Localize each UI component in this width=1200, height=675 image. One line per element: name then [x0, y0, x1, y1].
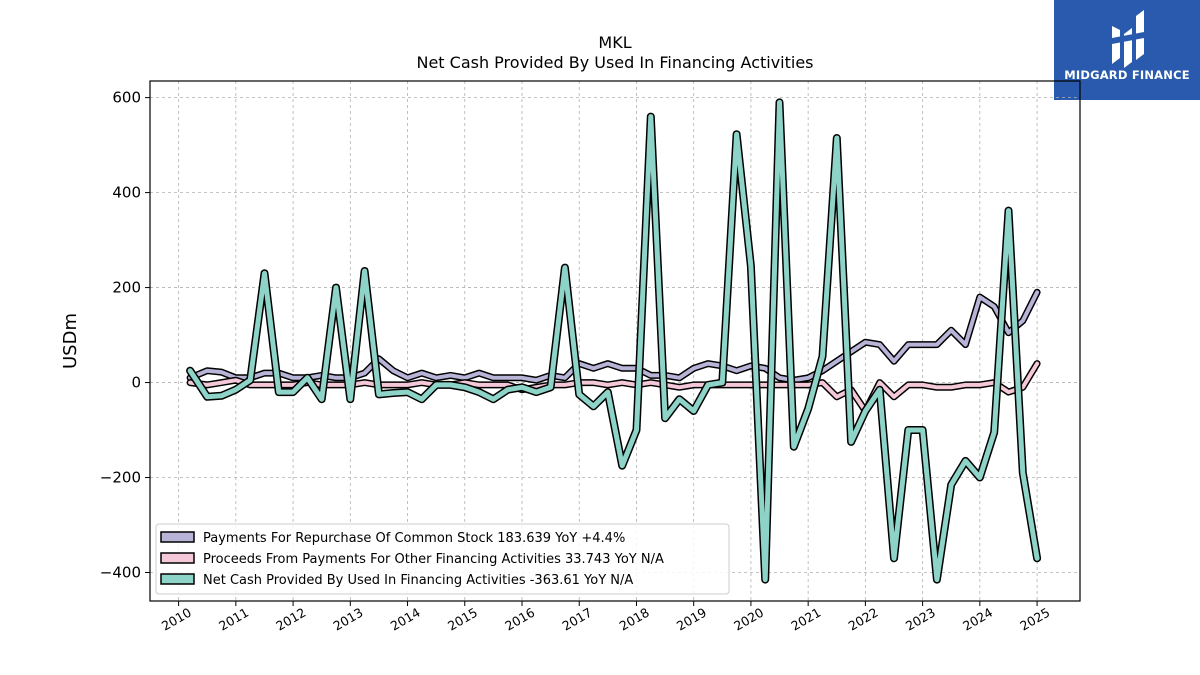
series-2: [186, 360, 1041, 415]
x-tick-label: 2020: [731, 605, 766, 634]
x-tick-label: 2014: [388, 605, 423, 634]
legend-frame: [155, 523, 730, 595]
legend-item: Payments For Repurchase Of Common Stock …: [160, 531, 625, 546]
series-1: [186, 288, 1041, 384]
x-tick-label: 2010: [159, 605, 194, 634]
series-line: [188, 290, 1040, 383]
series-lines: [186, 98, 1042, 584]
legend: Payments For Repurchase Of Common Stock …: [155, 523, 730, 595]
x-tick-label: 2021: [788, 605, 823, 634]
x-tick-label: 2016: [502, 605, 537, 634]
x-tick-label: 2017: [559, 605, 594, 634]
legend-label: Payments For Repurchase Of Common Stock …: [203, 531, 625, 546]
series-3: [186, 98, 1042, 584]
x-tick-label: 2012: [273, 605, 308, 634]
brand-logo: MIDGARD FINANCE: [1054, 0, 1200, 100]
y-tick-label: 600: [112, 89, 141, 107]
chart-title: Net Cash Provided By Used In Financing A…: [416, 53, 813, 72]
x-tick-label: 2011: [216, 605, 251, 634]
y-tick-label: 400: [112, 184, 141, 202]
midgard-logo-icon: [1112, 10, 1144, 68]
series-line: [188, 361, 1040, 413]
x-tick-label: 2023: [903, 605, 938, 634]
x-axis: 2010 2011 2012 2013 2014 2015 2016 2017 2018 2019…: [159, 601, 1052, 634]
series-line-outline: [186, 98, 1042, 584]
x-tick-label: 2025: [1017, 605, 1052, 634]
legend-label: Net Cash Provided By Used In Financing A…: [203, 573, 633, 588]
x-tick-label: 2013: [331, 605, 366, 634]
x-tick-label: 2022: [846, 605, 881, 634]
series-line: [187, 99, 1040, 583]
y-tick-label: −200: [100, 469, 141, 487]
legend-swatch: [160, 573, 195, 585]
y-tick-label: 200: [112, 279, 141, 297]
y-tick-label: 0: [131, 374, 141, 392]
legend-item: Net Cash Provided By Used In Financing A…: [160, 573, 633, 588]
plot-frame: [149, 80, 1081, 602]
x-tick-label: 2019: [674, 605, 709, 634]
legend-item: Proceeds From Payments For Other Financi…: [160, 552, 664, 567]
brand-name: MIDGARD FINANCE: [1064, 68, 1190, 82]
y-tick-label: −400: [100, 564, 141, 582]
x-tick-label: 2018: [617, 605, 652, 634]
legend-swatch: [160, 552, 195, 564]
legend-swatch: [160, 531, 195, 543]
x-tick-label: 2024: [960, 605, 995, 634]
legend-label: Proceeds From Payments For Other Financi…: [203, 552, 664, 567]
y-axis-label: USDm: [60, 313, 81, 369]
x-tick-label: 2015: [445, 605, 480, 634]
y-axis: −400 −200 0 200 400 600: [100, 89, 150, 582]
chart-title-ticker: MKL: [598, 33, 631, 52]
